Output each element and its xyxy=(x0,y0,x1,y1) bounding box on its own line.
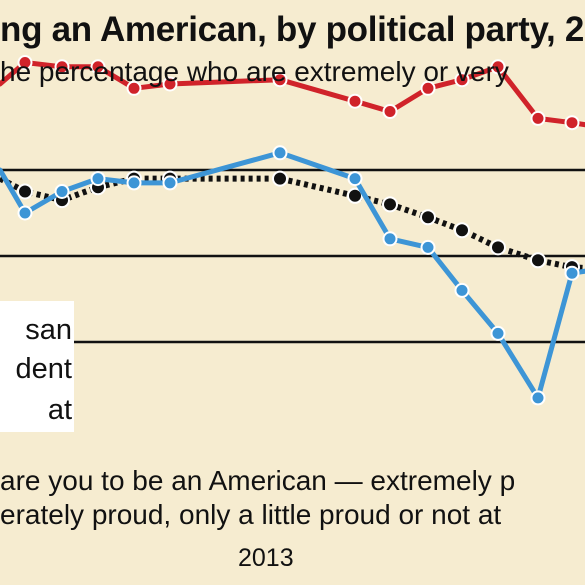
footnote-line-2: erately proud, only a little proud or no… xyxy=(0,499,502,530)
point-republican-2 xyxy=(17,55,33,70)
series-lines xyxy=(0,55,585,406)
point-republican-5 xyxy=(126,80,142,96)
footnote-line-1: are you to be an American — extremely p xyxy=(0,465,516,496)
legend-item-republican: san xyxy=(25,314,72,346)
point-democrat-14 xyxy=(564,265,580,281)
point-independent-2 xyxy=(17,183,33,200)
point-democrat-9 xyxy=(382,231,398,247)
point-independent-8 xyxy=(347,187,363,204)
point-republican-8 xyxy=(347,93,363,109)
point-republican-10 xyxy=(420,80,436,96)
point-independent-7 xyxy=(272,170,288,187)
point-republican-12 xyxy=(490,59,506,75)
series-line-republican xyxy=(0,60,585,128)
point-democrat-11 xyxy=(454,282,470,298)
point-independent-13 xyxy=(530,252,546,269)
point-independent-9 xyxy=(382,196,398,213)
point-democrat-4 xyxy=(90,171,106,187)
point-independent-10 xyxy=(420,209,436,226)
point-democrat-3 xyxy=(54,184,70,199)
point-democrat-10 xyxy=(420,239,436,255)
point-republican-9 xyxy=(382,104,398,120)
point-democrat-7 xyxy=(272,145,288,161)
point-democrat-2 xyxy=(17,205,33,221)
chart-subtitle: he percentage who are extremely or very xyxy=(0,56,509,87)
point-democrat-12 xyxy=(490,325,506,341)
footnote: are you to be an American — extremely p … xyxy=(0,464,585,532)
legend: san dent at xyxy=(0,301,74,432)
point-republican-4 xyxy=(90,59,106,75)
point-independent-12 xyxy=(490,239,506,256)
chart-title: ng an American, by political party, 2 xyxy=(0,10,585,49)
x-axis-year-label: 2013 xyxy=(238,544,294,572)
point-democrat-6 xyxy=(162,175,178,191)
point-republican-11 xyxy=(454,72,470,88)
series-line-independent xyxy=(0,175,585,271)
gridlines xyxy=(0,168,585,344)
point-independent-11 xyxy=(454,222,470,239)
point-democrat-8 xyxy=(347,171,363,187)
legend-item-independent: dent xyxy=(15,353,72,385)
point-democrat-13 xyxy=(530,390,546,406)
series-line-democrat xyxy=(0,150,585,401)
legend-item-democrat: at xyxy=(47,394,72,426)
point-republican-3 xyxy=(54,59,70,75)
point-republican-7 xyxy=(272,72,288,88)
point-republican-14 xyxy=(564,115,580,131)
point-republican-6 xyxy=(162,76,178,92)
point-republican-13 xyxy=(530,110,546,126)
point-democrat-5 xyxy=(126,175,142,191)
